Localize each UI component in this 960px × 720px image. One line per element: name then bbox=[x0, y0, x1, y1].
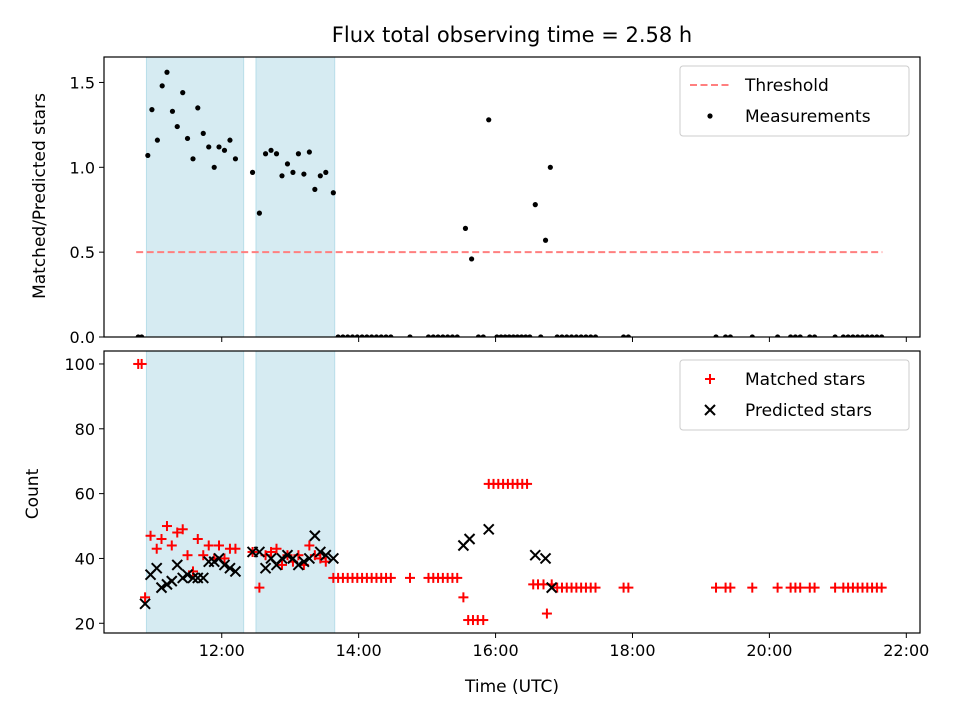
x-tick-label-0: 12:00 bbox=[199, 641, 245, 660]
top-point-0-20 bbox=[250, 170, 255, 175]
top-point-0-2 bbox=[145, 153, 150, 158]
top-point-0-72 bbox=[548, 165, 553, 170]
top-point-0-56 bbox=[469, 256, 474, 261]
bottom-y-tick-label-4: 100 bbox=[64, 355, 95, 374]
legend-label-measurements: Measurements bbox=[745, 107, 871, 127]
top-point-0-30 bbox=[307, 149, 312, 154]
top-point-0-14 bbox=[206, 144, 211, 149]
top-shaded-interval-1 bbox=[256, 57, 335, 337]
top-point-0-18 bbox=[227, 138, 232, 143]
top-point-0-5 bbox=[160, 83, 165, 88]
top-point-0-28 bbox=[296, 151, 301, 156]
top-point-0-32 bbox=[318, 173, 323, 178]
bottom-x-axis-label: Time (UTC) bbox=[464, 677, 559, 697]
top-point-0-71 bbox=[543, 238, 548, 243]
top-y-axis-label: Matched/Predicted stars bbox=[30, 93, 50, 299]
top-point-0-27 bbox=[290, 170, 295, 175]
top-point-0-24 bbox=[274, 151, 279, 156]
top-point-0-13 bbox=[201, 131, 206, 136]
bottom-y-tick-label-1: 40 bbox=[75, 549, 95, 568]
top-chart-title: Flux total observing time = 2.58 h bbox=[332, 23, 692, 47]
bottom-legend: Matched stars Predicted stars bbox=[680, 360, 909, 430]
top-point-0-17 bbox=[222, 148, 227, 153]
bottom-y-tick-label-2: 60 bbox=[75, 485, 95, 504]
top-point-0-7 bbox=[170, 109, 175, 114]
top-point-0-10 bbox=[185, 136, 190, 141]
top-point-0-31 bbox=[312, 187, 317, 192]
top-point-0-4 bbox=[155, 138, 160, 143]
bottom-y-tick-label-3: 80 bbox=[75, 420, 95, 439]
legend-label-predicted-stars: Predicted stars bbox=[745, 401, 872, 421]
top-point-0-69 bbox=[533, 202, 538, 207]
top-point-0-23 bbox=[268, 148, 273, 153]
x-tick-label-1: 14:00 bbox=[336, 641, 382, 660]
x-tick-label-3: 18:00 bbox=[609, 641, 655, 660]
top-point-0-6 bbox=[164, 70, 169, 75]
top-y-tick-label-1: 0.5 bbox=[70, 243, 95, 262]
top-point-0-16 bbox=[216, 144, 221, 149]
top-point-0-29 bbox=[301, 171, 306, 176]
legend-swatch-measurements bbox=[707, 113, 712, 118]
top-point-0-12 bbox=[195, 105, 200, 110]
top-point-0-55 bbox=[463, 226, 468, 231]
top-legend: Threshold Measurements bbox=[680, 66, 909, 136]
top-point-0-3 bbox=[149, 107, 154, 112]
top-point-0-9 bbox=[180, 90, 185, 95]
top-point-0-21 bbox=[257, 211, 262, 216]
legend-label-matched-stars: Matched stars bbox=[745, 370, 865, 390]
bottom-shaded-interval-1 bbox=[256, 351, 335, 633]
legend-label-threshold: Threshold bbox=[744, 76, 829, 96]
top-point-0-19 bbox=[233, 156, 238, 161]
x-tick-label-2: 16:00 bbox=[473, 641, 519, 660]
top-shaded-interval-0 bbox=[146, 57, 243, 337]
top-point-0-25 bbox=[279, 173, 284, 178]
top-y-tick-label-3: 1.5 bbox=[70, 73, 95, 92]
bottom-shaded-interval-0 bbox=[146, 351, 243, 633]
top-point-0-22 bbox=[263, 151, 268, 156]
top-point-0-8 bbox=[175, 124, 180, 129]
top-y-tick-label-2: 1.0 bbox=[70, 158, 95, 177]
top-y-tick-label-0: 0.0 bbox=[70, 328, 95, 347]
top-point-0-26 bbox=[285, 161, 290, 166]
bottom-y-tick-label-0: 20 bbox=[75, 614, 95, 633]
x-tick-label-5: 22:00 bbox=[883, 641, 929, 660]
top-point-0-34 bbox=[331, 190, 336, 195]
top-point-0-33 bbox=[323, 170, 328, 175]
x-tick-label-4: 20:00 bbox=[746, 641, 792, 660]
top-point-0-59 bbox=[486, 117, 491, 122]
bottom-y-axis-label: Count bbox=[23, 468, 43, 519]
top-point-0-15 bbox=[212, 165, 217, 170]
top-point-0-11 bbox=[190, 156, 195, 161]
